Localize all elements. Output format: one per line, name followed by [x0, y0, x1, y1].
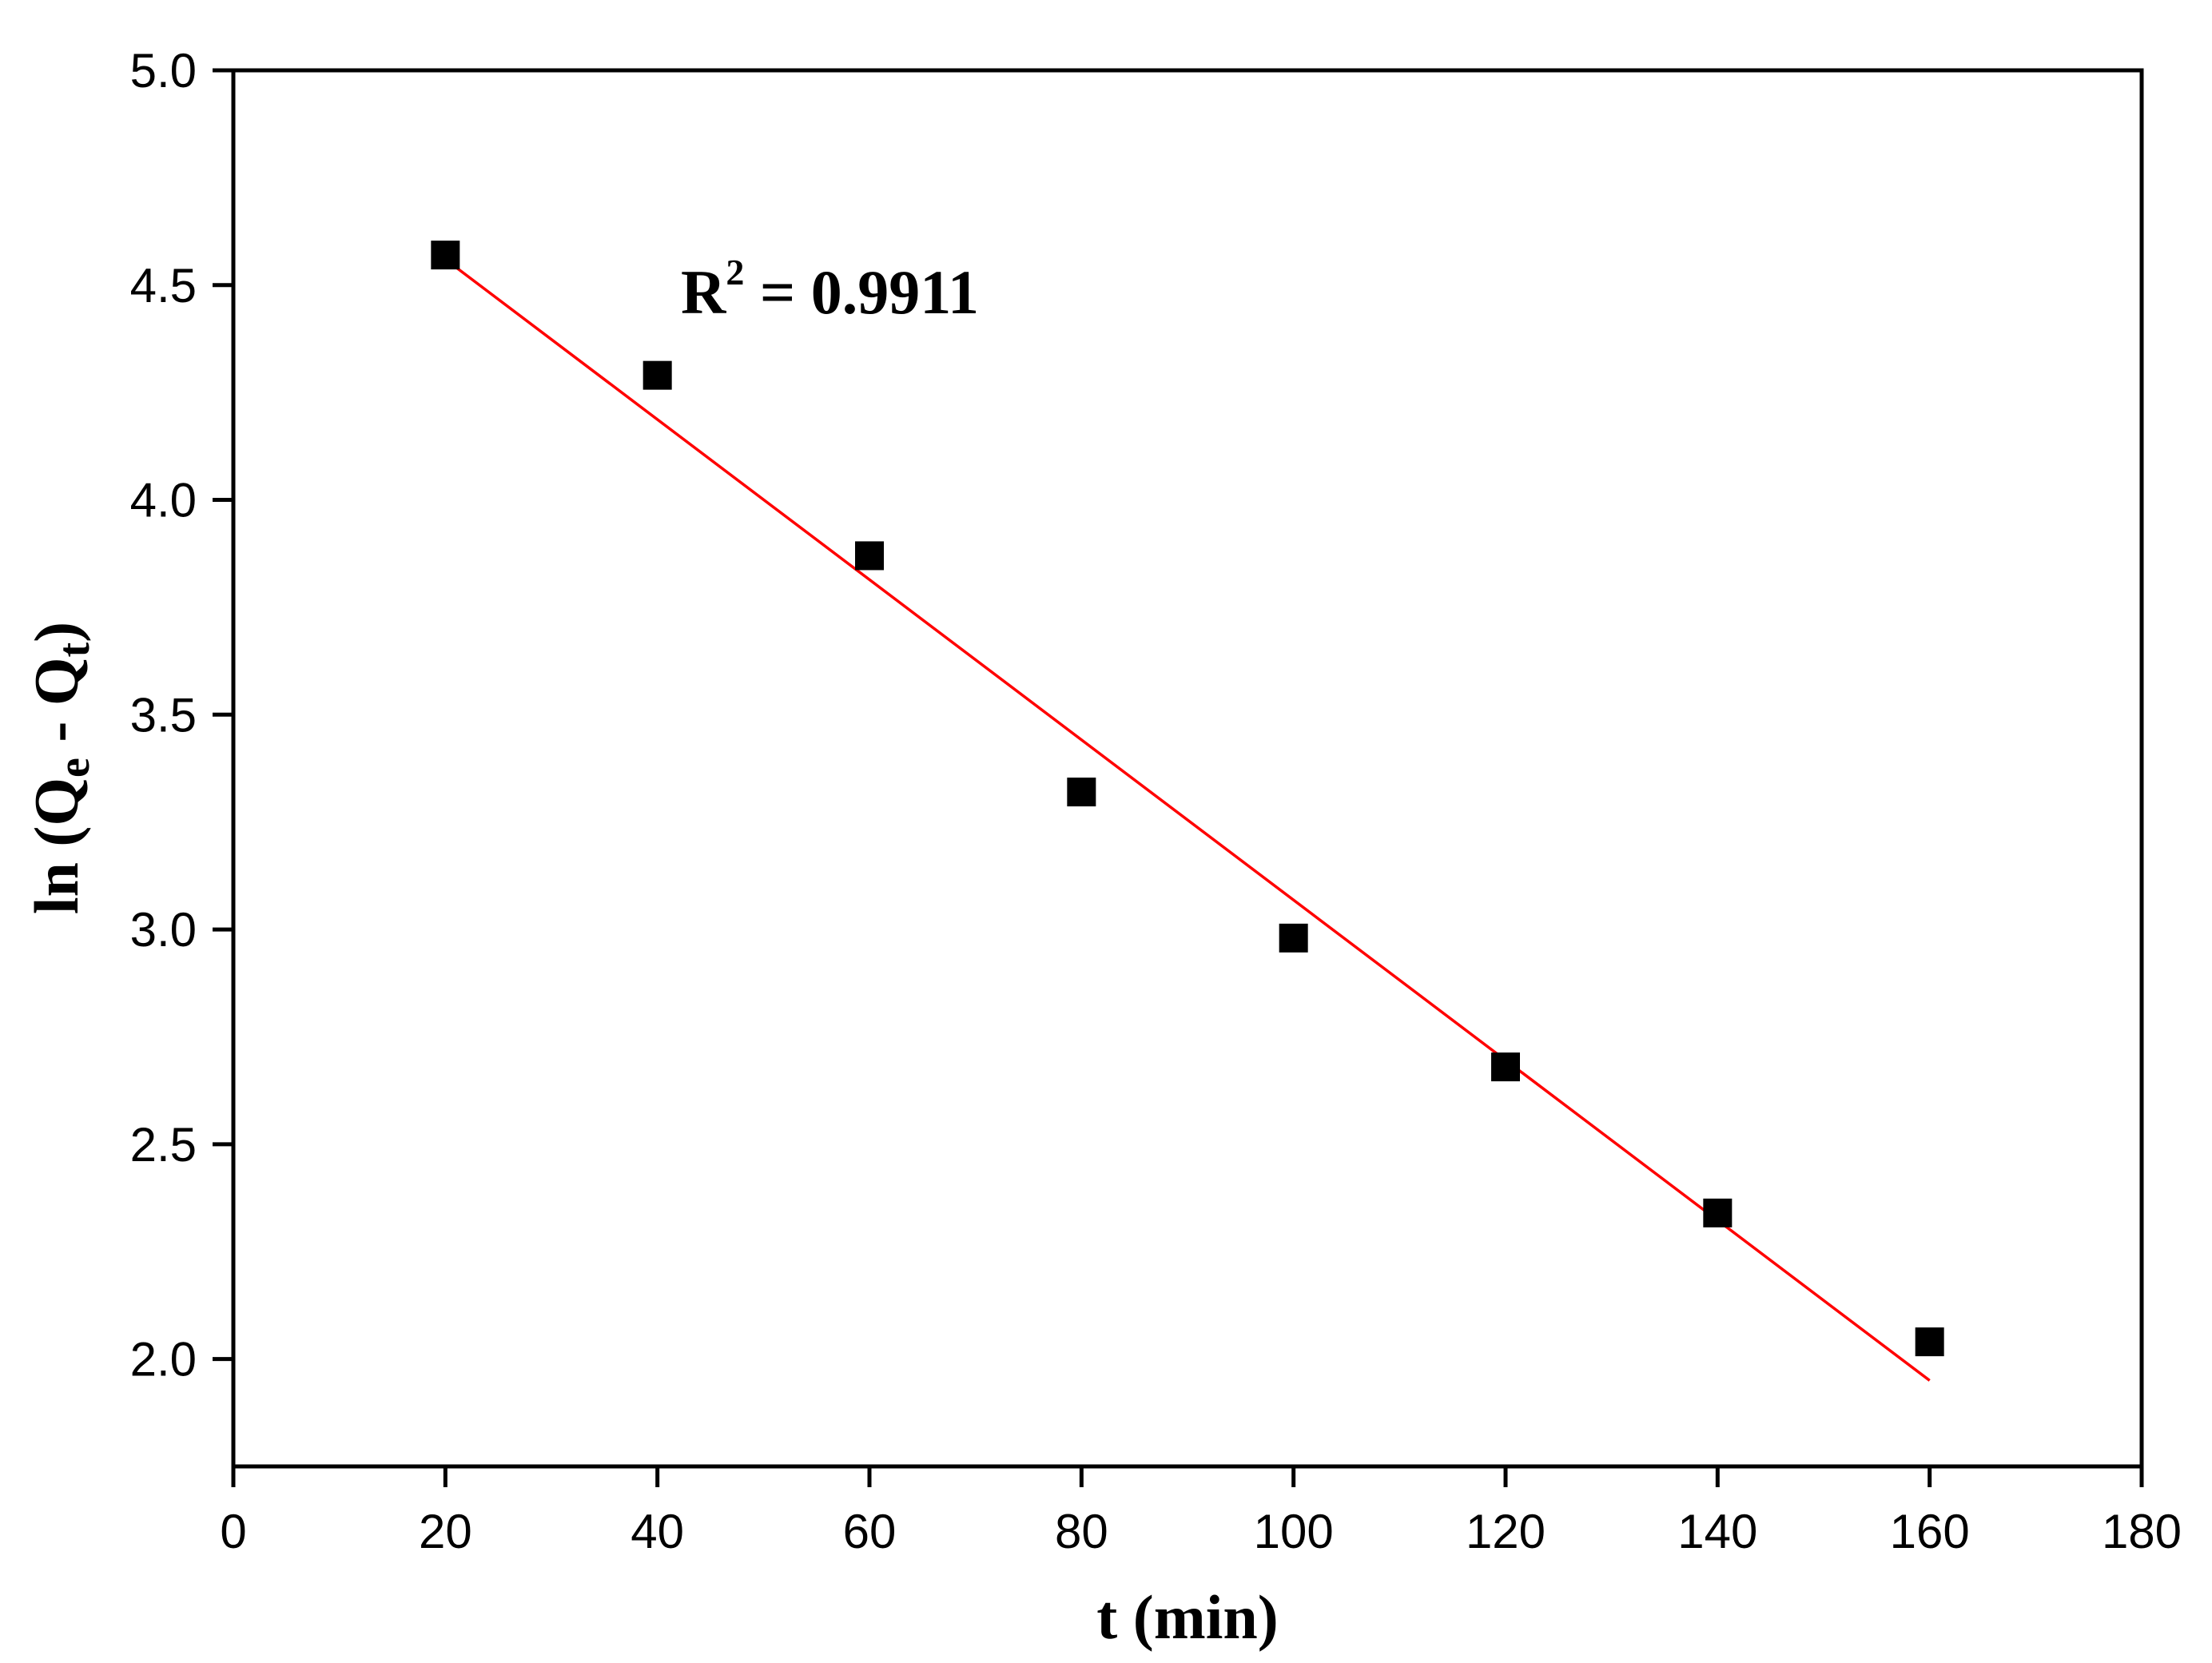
- y-title-sub-t: t: [50, 642, 99, 657]
- fit-line: [444, 258, 1931, 1382]
- data-point: [1491, 1052, 1520, 1082]
- data-point: [1703, 1198, 1733, 1227]
- y-tick-label: 2.0: [130, 1333, 197, 1386]
- r2-value: = 0.9911: [744, 257, 979, 327]
- x-tick-label: 100: [1254, 1505, 1334, 1558]
- data-point: [855, 541, 884, 571]
- data-point: [1915, 1327, 1944, 1357]
- x-axis: 0 20 40 60 80 100 120 140 160 180: [220, 1466, 2182, 1558]
- y-tick-label: 2.5: [130, 1118, 197, 1172]
- data-point: [431, 241, 460, 270]
- x-tick-label: 20: [419, 1505, 472, 1558]
- x-tick-label: 140: [1677, 1505, 1757, 1558]
- r2-base: R: [681, 257, 727, 327]
- y-title-sub-e: e: [50, 758, 99, 778]
- y-tick-label: 3.0: [130, 903, 197, 957]
- y-axis-title: ln (Qe - Qt): [22, 622, 99, 914]
- x-tick-label: 160: [1890, 1505, 1970, 1558]
- r-squared-annotation: R2 = 0.9911: [681, 252, 979, 327]
- y-title-suffix: ): [22, 622, 91, 643]
- x-tick-label: 180: [2102, 1505, 2182, 1558]
- data-point: [1279, 923, 1308, 953]
- plot-frame: [231, 68, 2144, 1469]
- data-point: [643, 360, 672, 390]
- data-point: [1067, 778, 1096, 807]
- x-tick-label: 80: [1055, 1505, 1108, 1558]
- y-tick-label: 5.0: [130, 44, 197, 97]
- data-points: [431, 241, 1944, 1357]
- y-title-middle: - Q: [22, 657, 91, 758]
- x-tick-label: 40: [631, 1505, 684, 1558]
- x-tick-label: 0: [220, 1505, 246, 1558]
- y-tick-label: 3.5: [130, 688, 197, 742]
- y-title-prefix: ln (Q: [22, 778, 91, 914]
- y-axis: 2.0 2.5 3.0 3.5 4.0 4.5 5.0: [130, 44, 233, 1386]
- x-tick-label: 60: [843, 1505, 897, 1558]
- y-tick-label: 4.0: [130, 474, 197, 527]
- x-tick-label: 120: [1466, 1505, 1546, 1558]
- r2-superscript: 2: [726, 252, 744, 292]
- x-axis-title: t (min): [1096, 1582, 1278, 1652]
- y-tick-label: 4.5: [130, 259, 197, 312]
